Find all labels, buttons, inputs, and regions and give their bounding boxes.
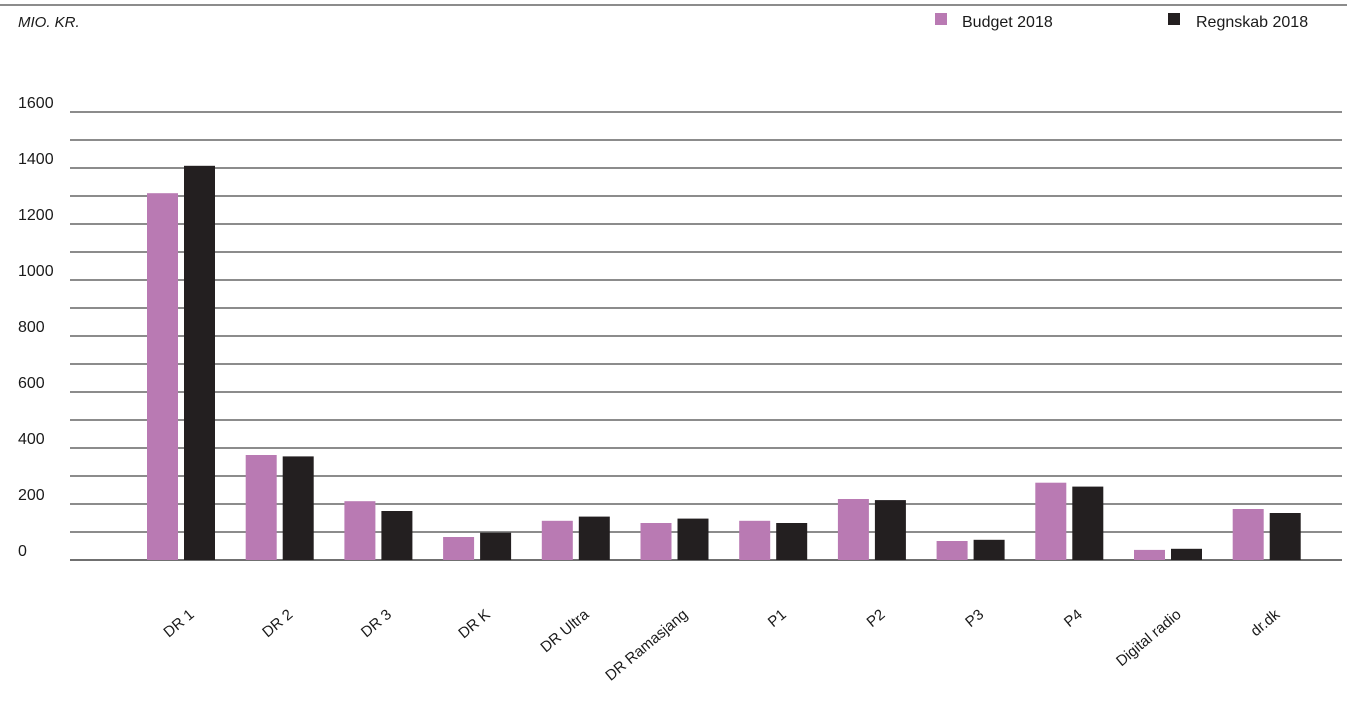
bar-budget xyxy=(837,499,869,560)
bar-budget xyxy=(1232,509,1264,560)
bar-regnskab xyxy=(1269,513,1301,560)
bar-budget xyxy=(245,455,277,560)
x-category-label: DR 2 xyxy=(259,606,296,641)
x-category-label: DR Ultra xyxy=(537,606,592,656)
x-category-label: Digital radio xyxy=(1113,606,1185,670)
y-tick-label: 1600 xyxy=(18,95,54,112)
legend-swatch-budget xyxy=(935,13,947,25)
bar-budget xyxy=(541,520,573,560)
legend-swatch-regnskab xyxy=(1168,13,1180,25)
bar-budget xyxy=(640,523,672,560)
bar-regnskab xyxy=(1072,486,1104,560)
bar-budget xyxy=(936,541,968,560)
x-category-label: P4 xyxy=(1061,606,1086,631)
bar-regnskab xyxy=(677,518,709,560)
x-category-label: DR 1 xyxy=(160,606,197,641)
x-category-label: DR K xyxy=(455,606,493,642)
bar-regnskab xyxy=(184,165,215,561)
bar-regnskab xyxy=(973,539,1005,560)
y-axis-ticks: 0 200 400 600 800 1000 1200 1400 1600 xyxy=(18,95,54,560)
bar-regnskab xyxy=(381,511,413,560)
bar-budget xyxy=(739,520,771,560)
bar-regnskab xyxy=(480,532,512,560)
y-tick-label: 0 xyxy=(18,543,27,560)
x-category-label: DR Ramasjang xyxy=(602,606,691,684)
bar-regnskab xyxy=(874,500,906,560)
bar-budget xyxy=(344,501,376,560)
x-category-label: P3 xyxy=(962,606,987,631)
bar-regnskab xyxy=(578,516,610,560)
x-category-label: P2 xyxy=(863,606,888,631)
y-tick-label: 1000 xyxy=(18,263,54,280)
bar-regnskab xyxy=(1171,548,1202,560)
legend-label-regnskab: Regnskab 2018 xyxy=(1196,14,1308,31)
bar-regnskab xyxy=(776,523,808,560)
bars xyxy=(147,165,1301,561)
y-tick-label: 1400 xyxy=(18,151,54,168)
x-category-label: DR 3 xyxy=(358,606,395,641)
y-tick-label: 200 xyxy=(18,487,45,504)
unit-label: MIO. KR. xyxy=(18,14,80,31)
legend-label-budget: Budget 2018 xyxy=(962,14,1053,31)
legend: Budget 2018 Regnskab 2018 xyxy=(935,13,1308,31)
bar-regnskab xyxy=(282,456,314,560)
bar-budget xyxy=(443,537,475,560)
bar-budget xyxy=(1134,549,1165,560)
bar-budget xyxy=(1035,482,1067,560)
x-category-label: P1 xyxy=(765,606,790,631)
x-axis-labels: DR 1 DR 2 DR 3 DR K DR Ultra DR Ramasjang P1 P2… xyxy=(160,606,1283,685)
bar-budget xyxy=(147,193,178,560)
y-tick-label: 600 xyxy=(18,375,45,392)
gridlines xyxy=(70,111,1342,561)
x-category-label: dr.dk xyxy=(1247,606,1283,640)
y-tick-label: 1200 xyxy=(18,207,54,224)
y-tick-label: 400 xyxy=(18,431,45,448)
y-tick-label: 800 xyxy=(18,319,45,336)
